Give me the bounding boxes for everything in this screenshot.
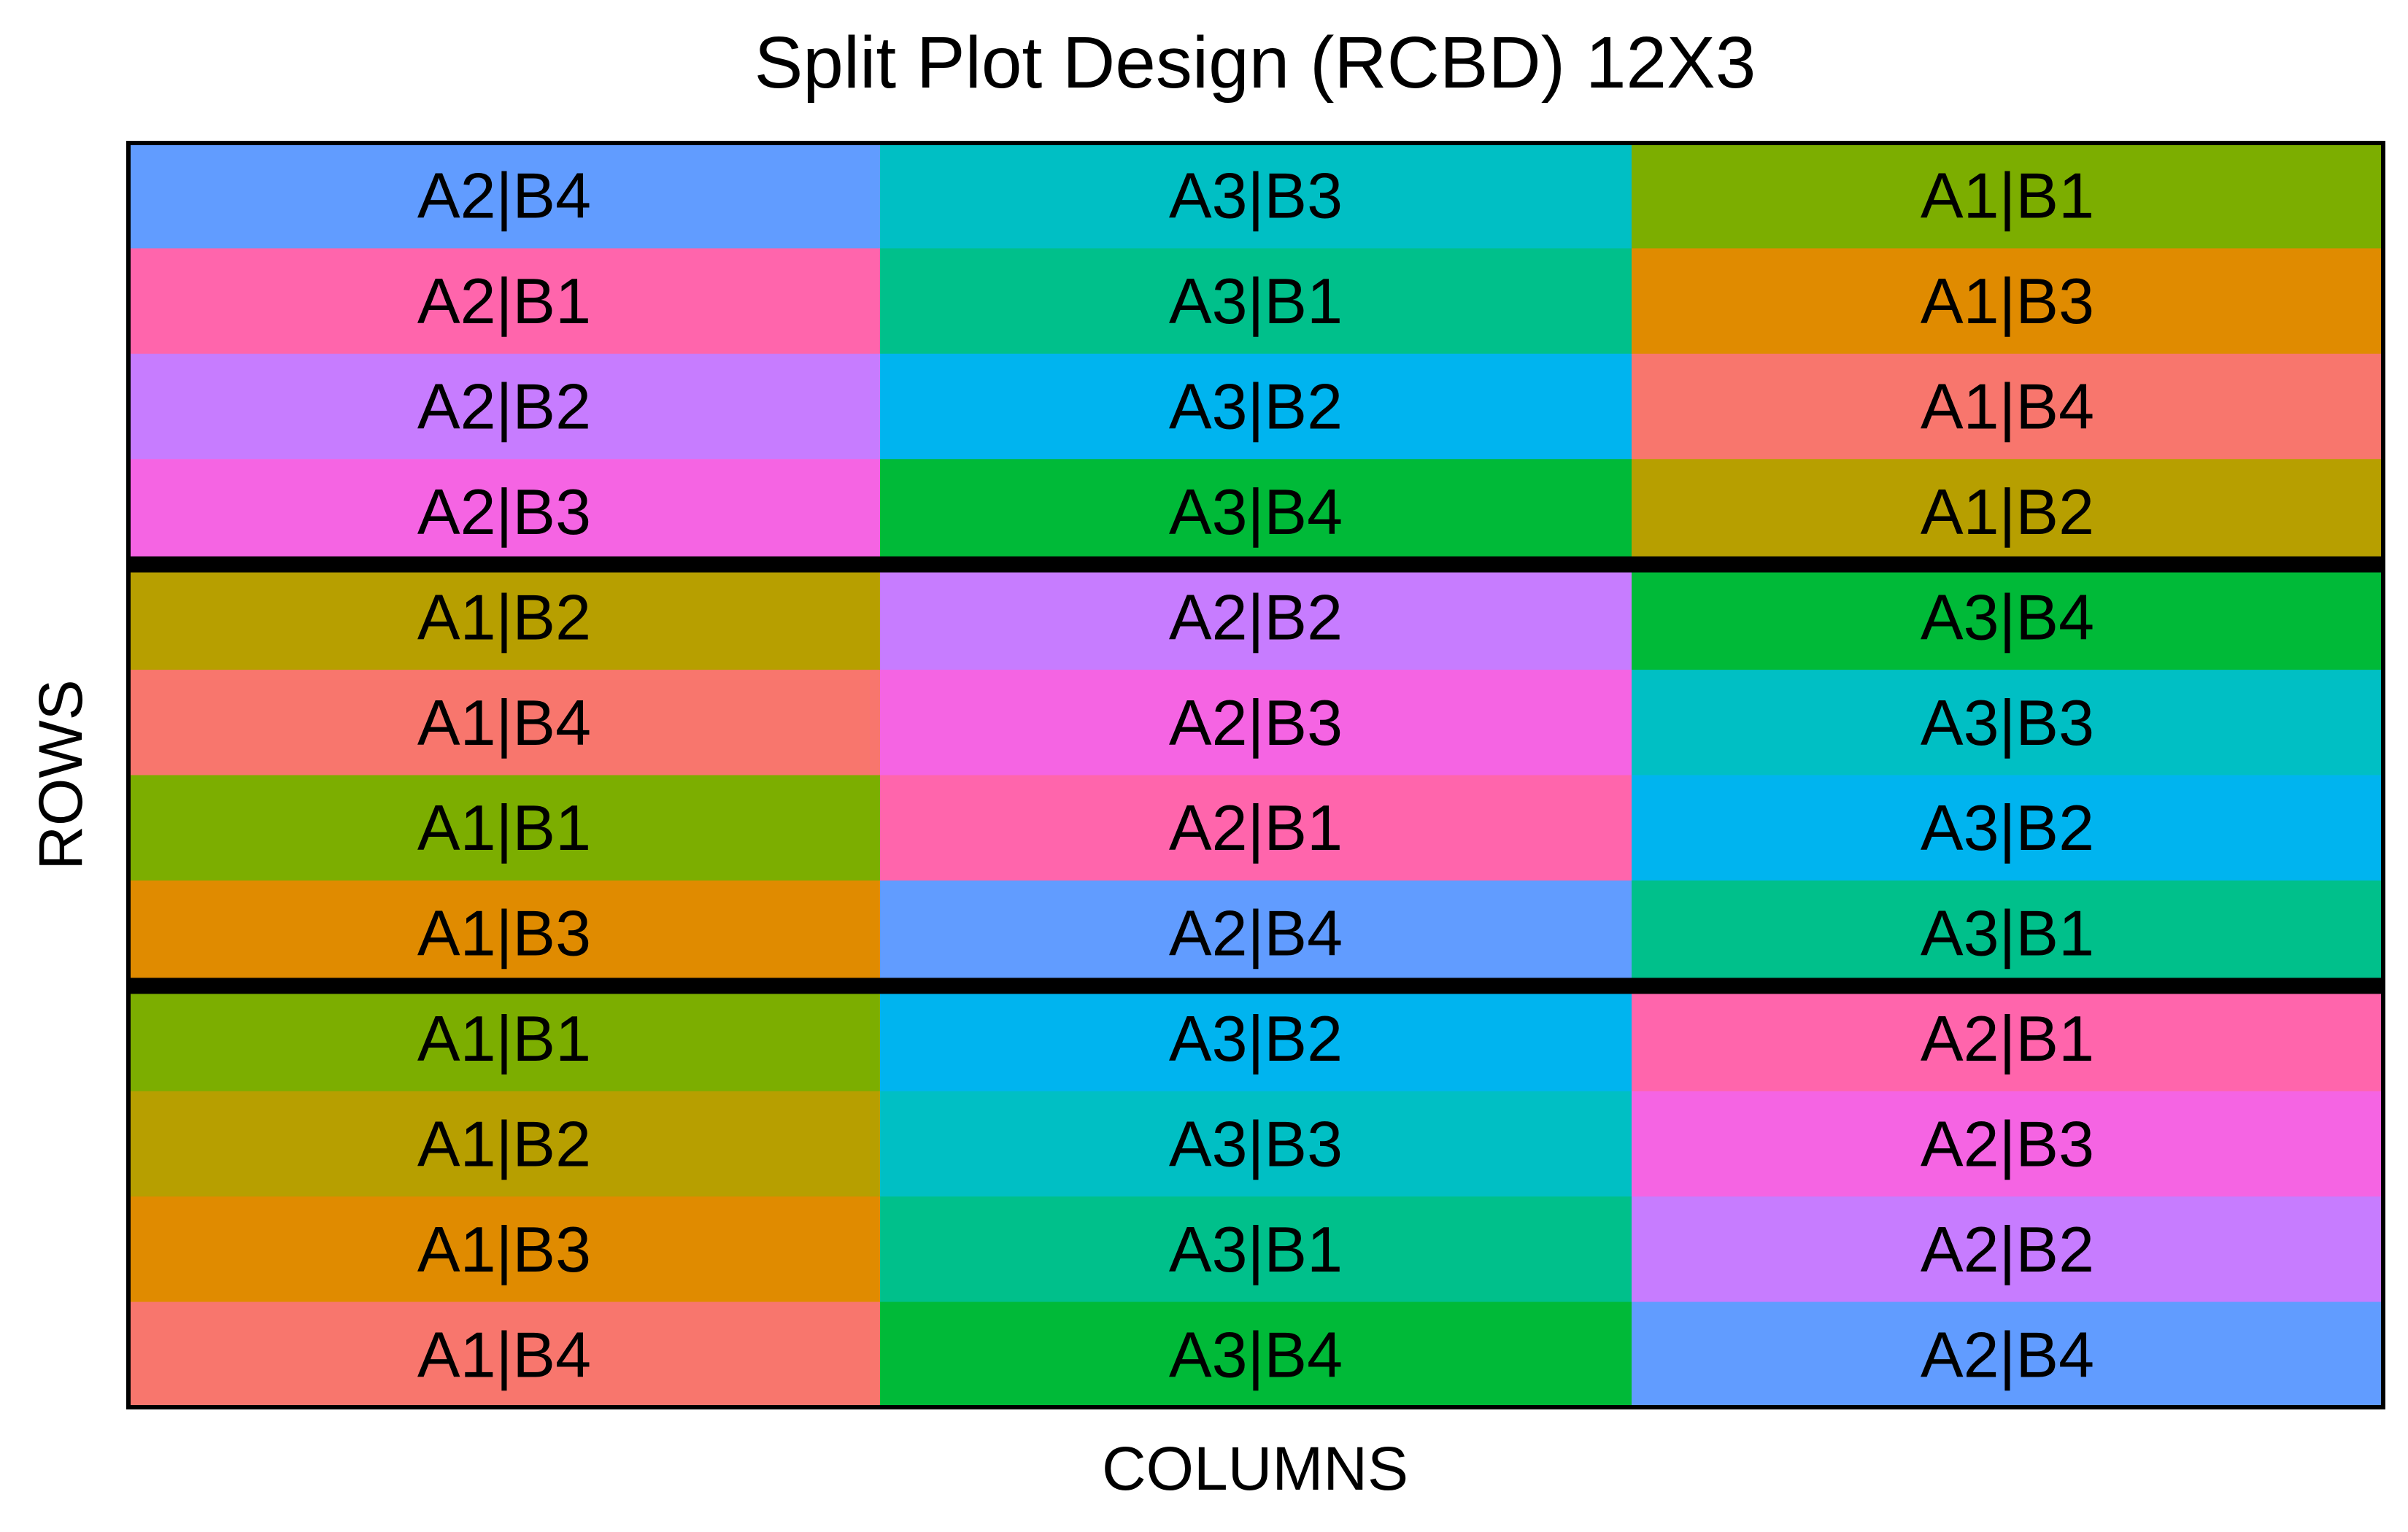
cell-label-r7-c1: A1|B1 bbox=[417, 792, 591, 864]
cell-label-r3-c1: A2|B2 bbox=[417, 371, 591, 443]
cell-label-r7-c3: A3|B2 bbox=[1921, 792, 2094, 864]
plot-cell-r11-c2 bbox=[880, 1196, 1632, 1303]
plot-cell-r3-c3 bbox=[1632, 353, 2384, 460]
cell-label-r12-c2: A3|B4 bbox=[1169, 1318, 1343, 1390]
plot-cell-r9-c3 bbox=[1632, 986, 2384, 1092]
plot-cell-r1-c3 bbox=[1632, 143, 2384, 249]
cell-label-r2-c1: A2|B1 bbox=[417, 265, 591, 337]
plot-cell-r2-c3 bbox=[1632, 248, 2384, 355]
cell-label-r3-c3: A1|B4 bbox=[1921, 371, 2094, 443]
cell-label-r1-c1: A2|B4 bbox=[417, 160, 591, 232]
cell-label-r8-c1: A1|B3 bbox=[417, 897, 591, 970]
cell-label-r5-c2: A2|B2 bbox=[1169, 581, 1343, 653]
plot-cell-r3-c2 bbox=[880, 353, 1632, 460]
plot-border bbox=[126, 141, 2385, 1409]
cell-label-r1-c2: A3|B3 bbox=[1169, 160, 1343, 232]
cell-label-r5-c3: A3|B4 bbox=[1921, 581, 2094, 653]
cell-label-r8-c3: A3|B1 bbox=[1921, 897, 2094, 970]
chart-title: Split Plot Design (RCBD) 12X3 bbox=[755, 22, 1756, 104]
cell-label-r10-c3: A2|B3 bbox=[1921, 1107, 2094, 1180]
plot-cell-r10-c2 bbox=[880, 1091, 1632, 1197]
cell-label-r6-c2: A2|B3 bbox=[1169, 686, 1343, 759]
plot-cell-r9-c2 bbox=[880, 986, 1632, 1092]
plot-cell-r7-c3 bbox=[1632, 775, 2384, 881]
cell-label-r11-c3: A2|B2 bbox=[1921, 1213, 2094, 1285]
cell-label-r1-c3: A1|B1 bbox=[1921, 160, 2094, 232]
plot-cell-r12-c1 bbox=[128, 1301, 881, 1408]
cell-label-r6-c3: A3|B3 bbox=[1921, 686, 2094, 759]
plot-cell-r4-c3 bbox=[1632, 459, 2384, 565]
plot-cell-r10-c3 bbox=[1632, 1091, 2384, 1197]
plot-cell-r5-c3 bbox=[1632, 564, 2384, 670]
cell-label-r4-c3: A1|B2 bbox=[1921, 476, 2094, 548]
cell-label-r5-c1: A1|B2 bbox=[417, 581, 591, 653]
cell-label-r3-c2: A3|B2 bbox=[1169, 371, 1343, 443]
plot-cell-r12-c3 bbox=[1632, 1301, 2384, 1408]
cell-label-r4-c1: A2|B3 bbox=[417, 476, 591, 548]
plot-cell-r2-c1 bbox=[128, 248, 881, 355]
plot-cell-r9-c1 bbox=[128, 986, 881, 1092]
block-dividers bbox=[128, 556, 2383, 994]
x-axis-label: COLUMNS bbox=[1102, 1434, 1408, 1503]
cell-label-r2-c2: A3|B1 bbox=[1169, 265, 1343, 337]
plot-cell-r3-c1 bbox=[128, 353, 881, 460]
plot-cell-r6-c1 bbox=[128, 670, 881, 775]
plot-cell-r11-c1 bbox=[128, 1196, 881, 1303]
cell-label-r4-c2: A3|B4 bbox=[1169, 476, 1343, 548]
cell-label-r8-c2: A2|B4 bbox=[1169, 897, 1343, 970]
cell-label-r12-c3: A2|B4 bbox=[1921, 1318, 2094, 1390]
plot-cell-r4-c2 bbox=[880, 459, 1632, 565]
cell-label-r7-c2: A2|B1 bbox=[1169, 792, 1343, 864]
plot-cell-r12-c2 bbox=[880, 1301, 1632, 1408]
plot-cell-r6-c2 bbox=[880, 670, 1632, 775]
cell-label-r9-c3: A2|B1 bbox=[1921, 1002, 2094, 1075]
cell-label-r2-c3: A1|B3 bbox=[1921, 265, 2094, 337]
plot-cell-r1-c2 bbox=[880, 143, 1632, 249]
cell-label-r11-c1: A1|B3 bbox=[417, 1213, 591, 1285]
plot-cell-r8-c1 bbox=[128, 880, 881, 986]
y-axis-label: ROWS bbox=[26, 679, 95, 870]
plot-cell-r11-c3 bbox=[1632, 1196, 2384, 1303]
plot-cell-r7-c1 bbox=[128, 775, 881, 881]
cell-label-r11-c2: A3|B1 bbox=[1169, 1213, 1343, 1285]
cell-label-r9-c1: A1|B1 bbox=[417, 1002, 591, 1075]
cell-label-r10-c2: A3|B3 bbox=[1169, 1107, 1343, 1180]
cell-label-r10-c1: A1|B2 bbox=[417, 1107, 591, 1180]
cell-label-r6-c1: A1|B4 bbox=[417, 686, 591, 759]
plot-cell-r4-c1 bbox=[128, 459, 881, 565]
plot-cell-r6-c3 bbox=[1632, 670, 2384, 775]
plot-cell-r5-c1 bbox=[128, 564, 881, 670]
cell-label-r9-c2: A3|B2 bbox=[1169, 1002, 1343, 1075]
plot-cell-r10-c1 bbox=[128, 1091, 881, 1197]
plot-cell-r1-c1 bbox=[128, 143, 881, 249]
plot-cell-r2-c2 bbox=[880, 248, 1632, 355]
plot-cell-r5-c2 bbox=[880, 564, 1632, 670]
plot-cell-r7-c2 bbox=[880, 775, 1632, 881]
cell-label-r12-c1: A1|B4 bbox=[417, 1318, 591, 1390]
plot-cell-r8-c3 bbox=[1632, 880, 2384, 986]
plot-cells: A2|B4 A3|B3 A1|B1 A2|B1 A3|B1 A1|B3 A2|B2 A3|B2… bbox=[128, 143, 2384, 1408]
plot-cell-r8-c2 bbox=[880, 880, 1632, 986]
